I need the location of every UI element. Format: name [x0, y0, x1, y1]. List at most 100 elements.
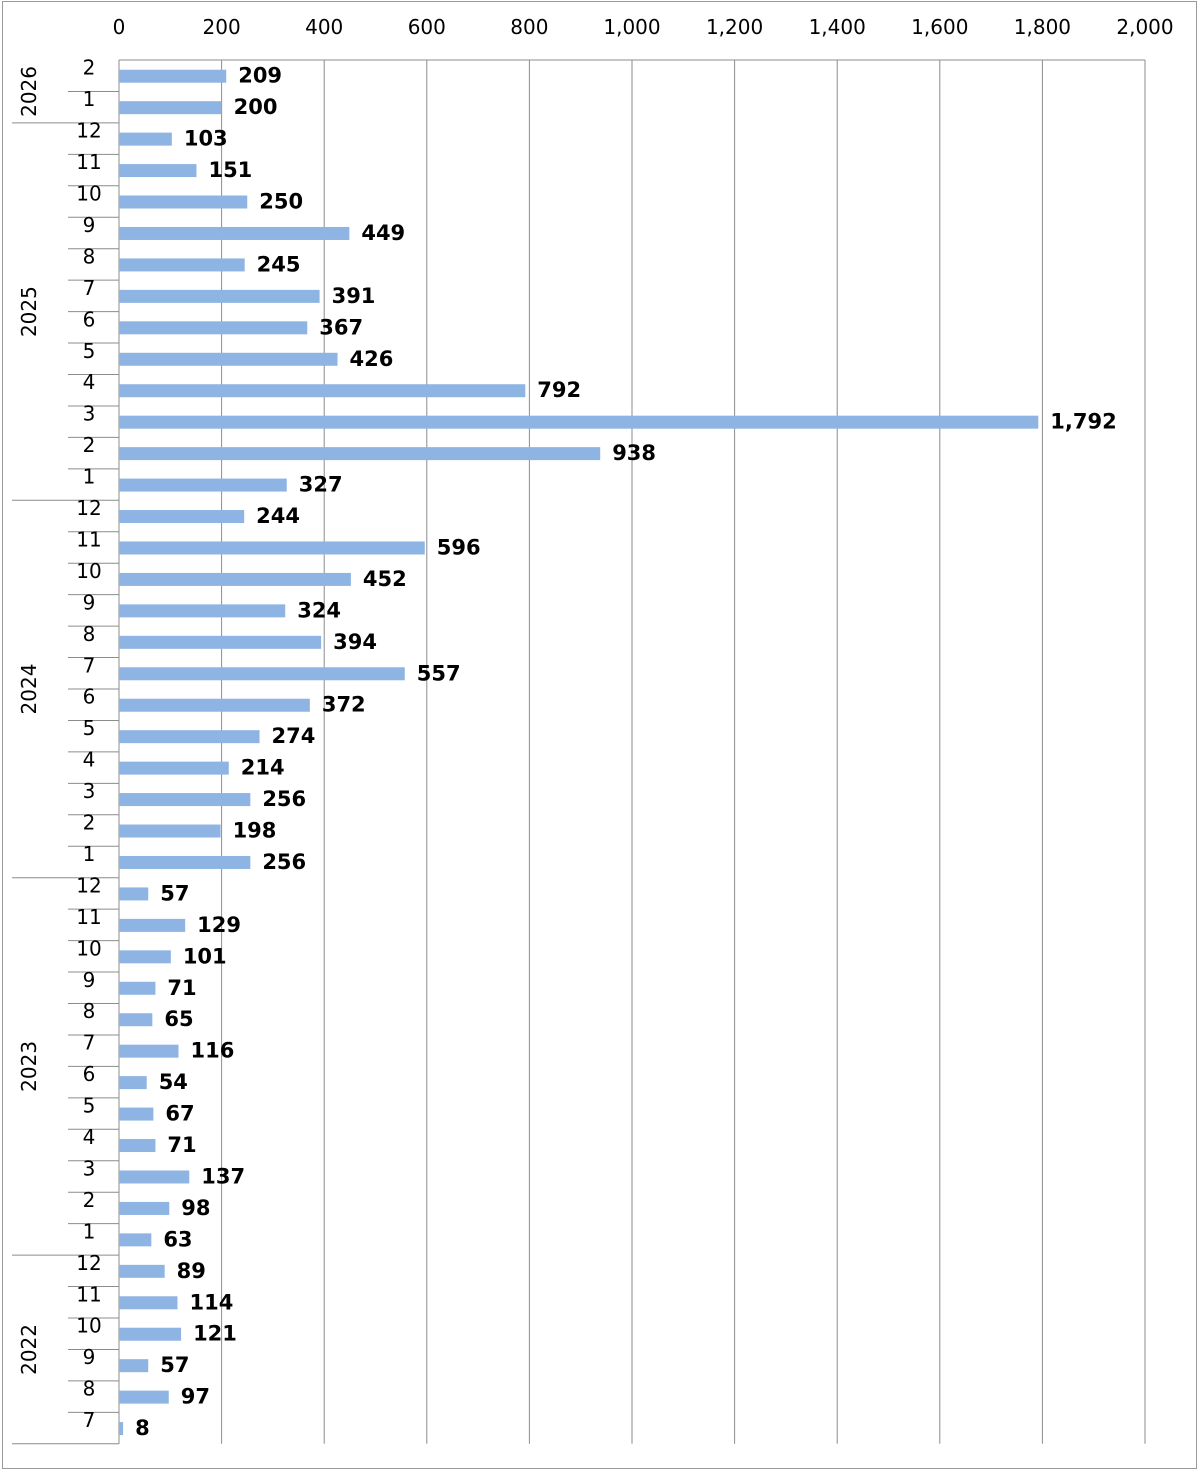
data-label: 63 [163, 1227, 192, 1251]
month-label: 7 [83, 653, 96, 677]
data-label: 256 [262, 787, 306, 811]
bar [119, 258, 245, 272]
bar [119, 1107, 154, 1121]
month-label: 12 [76, 119, 101, 143]
data-label: 596 [437, 535, 481, 559]
bar [119, 1139, 156, 1153]
month-label: 2 [83, 1188, 96, 1212]
data-label: 67 [165, 1102, 194, 1126]
bar [119, 541, 425, 555]
data-label: 938 [612, 441, 656, 465]
bar [119, 447, 601, 461]
bar [119, 352, 338, 366]
year-label: 2024 [17, 664, 41, 715]
month-label: 3 [83, 779, 96, 803]
data-label: 57 [160, 881, 189, 905]
data-label: 1,792 [1050, 410, 1116, 434]
month-label: 4 [83, 370, 96, 394]
data-label: 426 [350, 347, 394, 371]
month-label: 6 [83, 1062, 96, 1086]
month-label: 8 [83, 1377, 96, 1401]
data-label: 367 [319, 315, 363, 339]
data-label: 121 [193, 1322, 237, 1346]
month-label: 11 [76, 905, 101, 929]
x-tick-label: 2,000 [1116, 15, 1173, 39]
month-label: 11 [76, 150, 101, 174]
month-label: 9 [83, 590, 96, 614]
month-label: 7 [83, 276, 96, 300]
month-label: 12 [76, 496, 101, 520]
x-tick-label: 1,400 [809, 15, 866, 39]
bar [119, 761, 229, 775]
year-label: 2023 [17, 1041, 41, 1092]
data-label: 137 [201, 1164, 245, 1188]
month-label: 11 [76, 1282, 101, 1306]
data-label: 452 [363, 567, 407, 591]
data-label: 101 [183, 944, 227, 968]
month-label: 5 [83, 1094, 96, 1118]
data-label: 214 [241, 756, 285, 780]
x-tick-label: 800 [510, 15, 548, 39]
month-label: 10 [76, 1314, 101, 1338]
x-tick-label: 1,800 [1014, 15, 1071, 39]
month-label: 4 [83, 748, 96, 772]
bar [119, 981, 156, 995]
data-label: 71 [167, 976, 196, 1000]
x-tick-label: 400 [305, 15, 343, 39]
bar [119, 478, 287, 492]
data-label: 274 [272, 724, 316, 748]
month-label: 11 [76, 527, 101, 551]
month-label: 12 [76, 1251, 101, 1275]
data-label: 151 [208, 158, 252, 182]
bar [119, 164, 197, 178]
month-label: 1 [83, 842, 96, 866]
data-label: 103 [184, 127, 228, 151]
month-label: 1 [83, 1219, 96, 1243]
data-label: 250 [259, 190, 303, 214]
x-tick-label: 200 [203, 15, 241, 39]
x-tick-label: 600 [408, 15, 446, 39]
month-label: 8 [83, 999, 96, 1023]
bar [119, 793, 251, 807]
month-label: 3 [83, 1156, 96, 1180]
data-label: 244 [256, 504, 300, 528]
bar [119, 415, 1039, 429]
bar [119, 698, 310, 712]
bar [119, 730, 260, 744]
month-label: 10 [76, 182, 101, 206]
data-label: 57 [160, 1353, 189, 1377]
month-label: 5 [83, 339, 96, 363]
bar [119, 1076, 147, 1090]
data-label: 245 [257, 252, 301, 276]
x-tick-label: 0 [113, 15, 126, 39]
data-label: 54 [159, 1070, 188, 1094]
month-label: 1 [83, 465, 96, 489]
bar [119, 1422, 124, 1436]
bar [119, 918, 186, 932]
bar [119, 887, 149, 901]
month-label: 8 [83, 244, 96, 268]
bar [119, 824, 221, 838]
month-label: 6 [83, 307, 96, 331]
data-label: 8 [135, 1416, 150, 1440]
month-label: 2 [83, 811, 96, 835]
month-label: 8 [83, 622, 96, 646]
month-label: 1 [83, 87, 96, 111]
bars [119, 69, 1039, 1436]
data-label: 116 [191, 1039, 235, 1063]
data-label: 391 [332, 284, 376, 308]
bar [119, 1013, 153, 1027]
bar [119, 195, 248, 209]
bar [119, 1201, 170, 1215]
data-label: 324 [297, 598, 341, 622]
month-label: 9 [83, 968, 96, 992]
bar [119, 132, 172, 146]
data-label: 209 [238, 64, 282, 88]
month-label: 6 [83, 685, 96, 709]
year-label: 2025 [17, 286, 41, 337]
month-label: 12 [76, 873, 101, 897]
data-label: 129 [197, 913, 241, 937]
data-label: 65 [164, 1007, 193, 1031]
